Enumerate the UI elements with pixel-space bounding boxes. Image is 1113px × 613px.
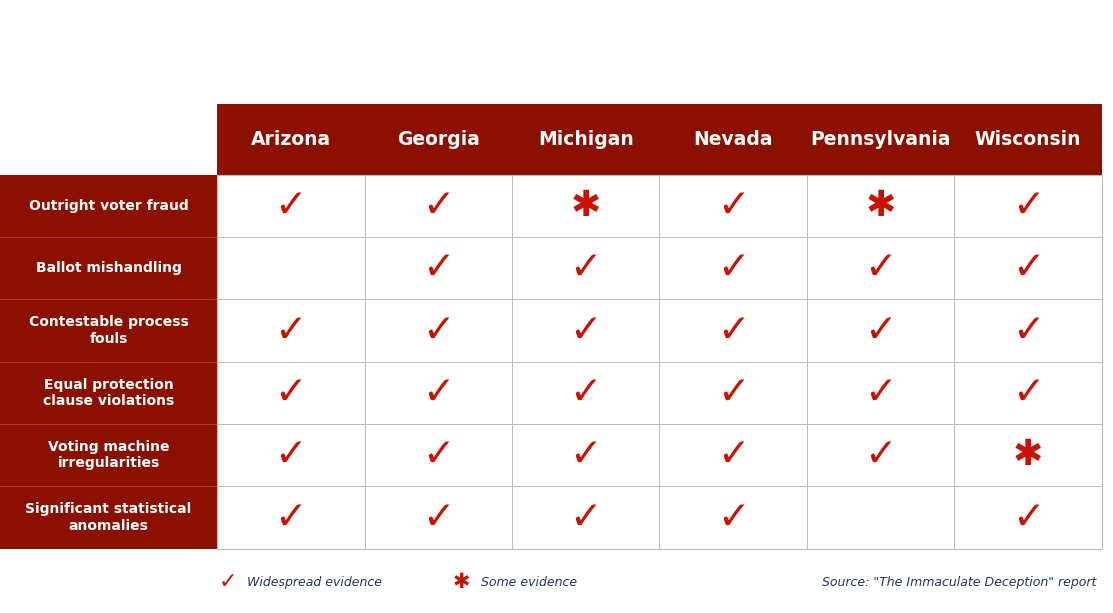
Text: ✓: ✓ <box>275 187 307 225</box>
Bar <box>659 237 807 299</box>
Text: ✓: ✓ <box>1012 311 1044 349</box>
Bar <box>659 486 807 549</box>
Text: Voting machine
irregularities: Voting machine irregularities <box>48 440 169 470</box>
Text: ✓: ✓ <box>865 249 897 287</box>
Bar <box>217 424 365 486</box>
Bar <box>954 299 1102 362</box>
Text: Ballot mishandling: Ballot mishandling <box>36 261 181 275</box>
Text: Source: "The Immaculate Deception" report: Source: "The Immaculate Deception" repor… <box>821 576 1096 589</box>
Bar <box>217 237 365 299</box>
Text: ✓: ✓ <box>1012 249 1044 287</box>
Text: Significant statistical
anomalies: Significant statistical anomalies <box>26 503 191 533</box>
Bar <box>365 299 512 362</box>
Bar <box>954 486 1102 549</box>
Text: ✓: ✓ <box>275 498 307 536</box>
Text: ✓: ✓ <box>1012 187 1044 225</box>
Text: ✓: ✓ <box>422 374 454 412</box>
Bar <box>217 175 365 237</box>
Text: ✓: ✓ <box>570 374 602 412</box>
Bar <box>512 486 659 549</box>
Text: ✓: ✓ <box>865 436 897 474</box>
Text: Outright voter fraud: Outright voter fraud <box>29 199 188 213</box>
Bar <box>512 362 659 424</box>
Bar <box>512 424 659 486</box>
Bar <box>659 362 807 424</box>
Text: Contestable process
fouls: Contestable process fouls <box>29 316 188 346</box>
Text: Michigan: Michigan <box>538 130 633 149</box>
Text: ✓: ✓ <box>219 573 237 592</box>
Bar <box>954 237 1102 299</box>
Text: ✱: ✱ <box>1013 438 1043 472</box>
Text: ✓: ✓ <box>717 498 749 536</box>
Text: Some evidence: Some evidence <box>481 576 577 589</box>
Text: Pennsylvania: Pennsylvania <box>810 130 951 149</box>
Text: ✓: ✓ <box>717 311 749 349</box>
Text: ✓: ✓ <box>1012 374 1044 412</box>
Bar <box>217 175 1102 549</box>
Text: ✓: ✓ <box>865 311 897 349</box>
Bar <box>512 237 659 299</box>
Bar <box>365 175 512 237</box>
Bar <box>807 237 954 299</box>
Bar <box>807 424 954 486</box>
Bar <box>365 424 512 486</box>
Bar <box>365 237 512 299</box>
Bar <box>659 299 807 362</box>
Bar <box>365 362 512 424</box>
Bar <box>659 424 807 486</box>
Bar <box>217 104 1102 175</box>
Text: Nevada: Nevada <box>693 130 772 149</box>
Text: Arizona: Arizona <box>250 130 331 149</box>
Bar <box>954 424 1102 486</box>
Text: ✓: ✓ <box>717 249 749 287</box>
Text: ✓: ✓ <box>1012 498 1044 536</box>
Text: ✓: ✓ <box>570 249 602 287</box>
Bar <box>365 486 512 549</box>
Text: ✓: ✓ <box>422 498 454 536</box>
Text: ✓: ✓ <box>717 187 749 225</box>
Bar <box>512 299 659 362</box>
Bar <box>807 175 954 237</box>
Text: ✓: ✓ <box>717 436 749 474</box>
Bar <box>217 299 365 362</box>
Text: ✱: ✱ <box>453 573 471 592</box>
Text: ✓: ✓ <box>717 374 749 412</box>
Text: Wisconsin: Wisconsin <box>975 130 1082 149</box>
Text: ✓: ✓ <box>422 187 454 225</box>
Bar <box>659 175 807 237</box>
Text: ✓: ✓ <box>422 436 454 474</box>
Bar <box>807 299 954 362</box>
Text: Equal protection
clause violations: Equal protection clause violations <box>43 378 174 408</box>
Bar <box>807 486 954 549</box>
Text: ✱: ✱ <box>866 189 896 223</box>
Text: ✱: ✱ <box>571 189 601 223</box>
Bar <box>807 362 954 424</box>
Text: Georgia: Georgia <box>397 130 480 149</box>
Bar <box>954 175 1102 237</box>
Text: Widespread evidence: Widespread evidence <box>247 576 382 589</box>
Text: ✓: ✓ <box>570 436 602 474</box>
Bar <box>512 175 659 237</box>
Bar <box>217 362 365 424</box>
Text: ✓: ✓ <box>570 311 602 349</box>
Bar <box>954 362 1102 424</box>
Bar <box>217 486 365 549</box>
Text: ✓: ✓ <box>865 374 897 412</box>
Text: ✓: ✓ <box>275 436 307 474</box>
Bar <box>0 175 217 549</box>
Text: ✓: ✓ <box>570 498 602 536</box>
Text: ✓: ✓ <box>422 249 454 287</box>
Text: ✓: ✓ <box>422 311 454 349</box>
Text: ✓: ✓ <box>275 311 307 349</box>
Text: ✓: ✓ <box>275 374 307 412</box>
